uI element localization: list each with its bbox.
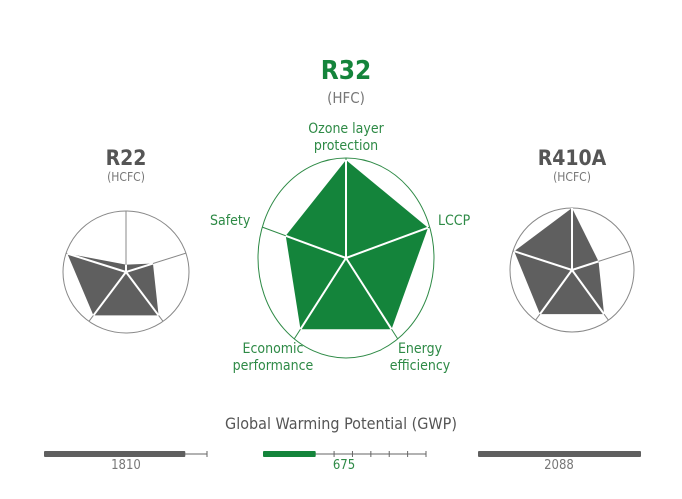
r32-radar-shape	[285, 160, 429, 330]
r410a-radar-shape	[514, 208, 605, 315]
r22-title: R22	[105, 146, 147, 170]
r32-radar-spoke	[345, 226, 429, 259]
r22-type: (HCFC)	[107, 170, 145, 184]
r410a-radar-spoke	[513, 250, 573, 271]
gwp-value-r410a: 2088	[544, 458, 574, 473]
r32-radar-spoke	[299, 257, 347, 330]
r32-radar-spoke	[345, 257, 393, 330]
r32-type: (HFC)	[327, 89, 365, 107]
axis-label-energy-line2: efficiency	[389, 358, 451, 374]
r22-radar-spoke	[92, 271, 127, 317]
r32-radar-spoke	[285, 234, 347, 259]
gwp-value-r22: 1810	[111, 458, 141, 473]
axis-label-ozone-line2: protection	[313, 138, 379, 154]
r32-title: R32	[320, 56, 372, 86]
gwp-title: Global Warming Potential (GWP)	[225, 414, 457, 433]
axis-label-energy-line1: Energy	[397, 341, 443, 357]
r22-radar-spoke	[125, 271, 160, 317]
r22-radar-spoke	[125, 262, 154, 273]
r410a-radar-spoke	[539, 269, 573, 315]
r32-gwp-bar	[263, 451, 316, 457]
axis-label-safety: Safety	[210, 213, 251, 229]
r410a-type: (HCFC)	[553, 170, 591, 184]
r410a-radar-spoke	[571, 260, 599, 271]
axis-label-ozone-line1: Ozone layer	[308, 121, 384, 137]
r22-gwp-bar	[44, 451, 186, 457]
axis-label-economic-line1: Economic	[242, 341, 304, 357]
axis-label-ozone: Ozone layer protection	[286, 121, 406, 155]
r22-radar-spoke	[66, 252, 127, 273]
r410a-title: R410A	[537, 146, 607, 170]
axis-label-economic-line2: performance	[232, 358, 314, 374]
axis-label-economic: Economic performance	[218, 341, 328, 375]
r410a-radar-spoke	[571, 269, 605, 315]
axis-label-energy: Energy efficiency	[375, 341, 465, 375]
axis-label-lccp: LCCP	[438, 213, 471, 229]
r410a-gwp-bar	[478, 451, 641, 457]
r22-radar-shape	[67, 253, 159, 316]
gwp-value-r32: 675	[332, 458, 356, 473]
